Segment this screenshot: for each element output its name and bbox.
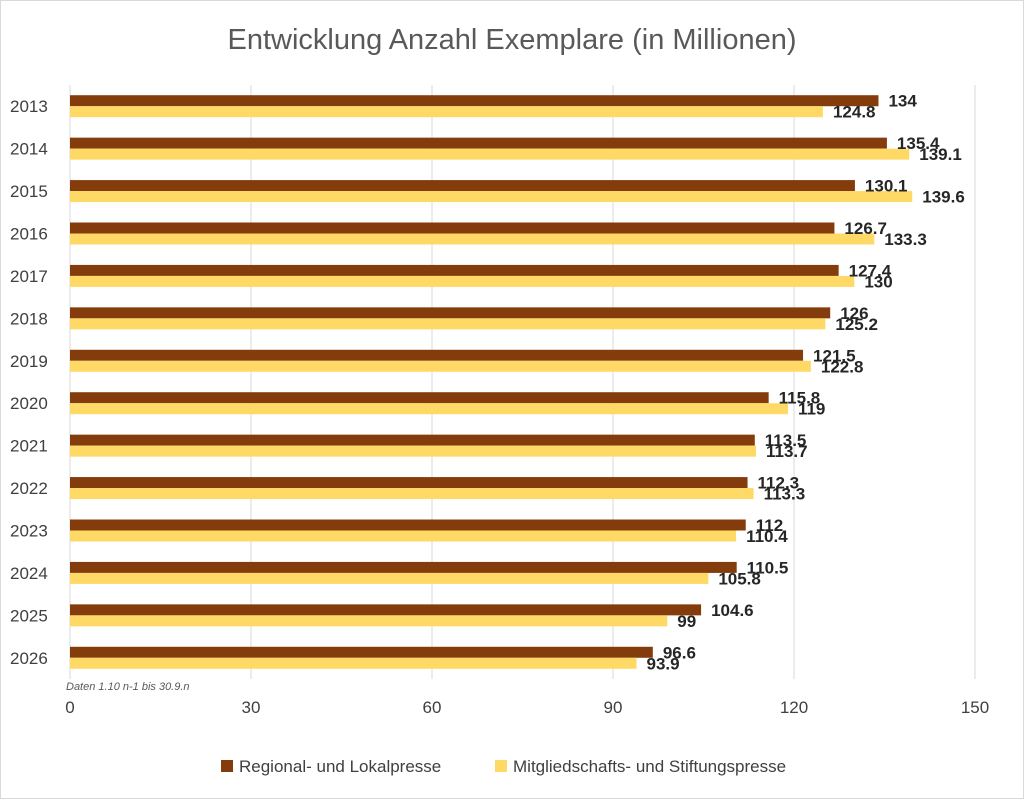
- y-tick-label-2017: 2017: [10, 267, 48, 286]
- data-label-regional-2026: 96.6: [663, 643, 696, 662]
- y-tick-label-2022: 2022: [10, 479, 48, 498]
- gridlines: [69, 85, 976, 679]
- legend-label-mitglieder: Mitgliedschafts- und Stiftungspresse: [513, 757, 786, 776]
- data-label-mitglieder-2024: 105.8: [718, 569, 761, 588]
- data-label-regional-2024: 110.5: [747, 558, 789, 577]
- bar-mitglieder-2026: [70, 657, 637, 669]
- data-label-mitglieder-2025: 99: [677, 612, 696, 631]
- legend-label-regional: Regional- und Lokalpresse: [239, 757, 441, 776]
- y-tick-label-2025: 2025: [10, 606, 48, 625]
- bar-regional-2021: [70, 434, 755, 446]
- category-axis: 2013 2014 2015 2016 2017 2018 2019 2020 2021 2022…: [10, 97, 48, 668]
- data-label-mitglieder-2016: 133.3: [884, 230, 927, 249]
- x-tick-label-120: 120: [780, 698, 808, 717]
- y-tick-label-2021: 2021: [10, 437, 48, 456]
- bar-regional-2016: [70, 222, 835, 234]
- data-label-mitglieder-2018: 125.2: [835, 315, 878, 334]
- bar-mitglieder-2021: [70, 445, 756, 457]
- y-tick-label-2018: 2018: [10, 309, 48, 328]
- data-label-mitglieder-2020: 119: [798, 400, 825, 419]
- bar-mitglieder-2018: [70, 318, 826, 330]
- data-labels: 134 135.4 130.1 126.7 127.4 126 121.5 115.8 113.…: [647, 92, 965, 674]
- bar-mitglieder-2023: [70, 530, 737, 542]
- legend: Regional- und Lokalpresse Mitgliedschaft…: [221, 757, 786, 776]
- bar-mitglieder-2019: [70, 360, 811, 372]
- data-label-mitglieder-2023: 110.4: [746, 527, 788, 546]
- bar-regional-2013: [70, 95, 879, 107]
- legend-swatch-regional: [221, 760, 233, 772]
- bar-mitglieder-2020: [70, 403, 788, 415]
- data-label-regional-2020: 115.8: [779, 389, 821, 408]
- data-label-mitglieder-2021: 113.7: [766, 442, 808, 461]
- x-tick-label-150: 150: [961, 698, 989, 717]
- data-label-regional-2021: 113.5: [765, 431, 807, 450]
- data-label-mitglieder-2017: 130: [864, 272, 892, 291]
- bar-regional-2023: [70, 519, 746, 531]
- bar-mitglieder-2015: [70, 191, 913, 203]
- bar-regional-2020: [70, 392, 769, 404]
- y-tick-label-2024: 2024: [10, 564, 48, 583]
- bar-regional-2026: [70, 646, 653, 658]
- bar-mitglieder-2022: [70, 488, 754, 500]
- data-label-regional-2017: 127.4: [849, 261, 892, 280]
- data-label-regional-2022: 112.3: [758, 474, 800, 493]
- bar-regional-2017: [70, 264, 839, 276]
- data-label-regional-2019: 121.5: [813, 346, 856, 365]
- bar-mitglieder-2024: [70, 572, 709, 584]
- y-tick-label-2014: 2014: [10, 140, 48, 159]
- data-label-regional-2025: 104.6: [711, 601, 754, 620]
- bar-mitglieder-2016: [70, 233, 875, 245]
- data-label-mitglieder-2022: 113.3: [764, 485, 806, 504]
- y-tick-label-2019: 2019: [10, 352, 48, 371]
- value-axis: 0 30 60 90 120 150: [65, 698, 989, 717]
- x-tick-label-90: 90: [604, 698, 623, 717]
- data-note: Daten 1.10 n-1 bis 30.9.n: [66, 681, 190, 693]
- y-tick-label-2015: 2015: [10, 182, 48, 201]
- data-label-regional-2016: 126.7: [844, 219, 887, 238]
- y-tick-label-2026: 2026: [10, 649, 48, 668]
- y-tick-label-2020: 2020: [10, 394, 48, 413]
- bar-regional-2022: [70, 477, 748, 489]
- data-label-mitglieder-2015: 139.6: [922, 188, 965, 207]
- data-label-regional-2014: 135.4: [897, 134, 940, 153]
- x-tick-label-30: 30: [242, 698, 261, 717]
- bar-mitglieder-2017: [70, 275, 855, 287]
- data-label-mitglieder-2026: 93.9: [647, 654, 680, 673]
- data-label-mitglieder-2014: 139.1: [919, 145, 962, 164]
- data-label-regional-2018: 126: [840, 304, 868, 323]
- y-tick-label-2016: 2016: [10, 225, 48, 244]
- bar-mitglieder-2013: [70, 106, 823, 118]
- data-label-regional-2015: 130.1: [865, 177, 908, 196]
- bar-regional-2018: [70, 307, 831, 319]
- y-tick-label-2013: 2013: [10, 97, 48, 116]
- data-label-regional-2023: 112: [756, 516, 783, 535]
- bar-mitglieder-2025: [70, 615, 668, 627]
- bar-mitglieder-2014: [70, 148, 910, 160]
- bar-regional-2019: [70, 349, 804, 361]
- bar-regional-2025: [70, 604, 702, 616]
- bar-regional-2024: [70, 561, 737, 573]
- chart-title: Entwicklung Anzahl Exemplare (in Million…: [228, 24, 797, 56]
- x-tick-label-0: 0: [65, 698, 74, 717]
- data-label-mitglieder-2013: 124.8: [833, 103, 876, 122]
- y-tick-label-2023: 2023: [10, 522, 48, 541]
- bar-regional-2014: [70, 137, 887, 149]
- data-label-mitglieder-2019: 122.8: [821, 357, 864, 376]
- bars: [70, 95, 913, 669]
- bar-regional-2015: [70, 180, 855, 192]
- x-tick-label-60: 60: [423, 698, 442, 717]
- data-label-regional-2013: 134: [888, 92, 917, 111]
- legend-swatch-mitglieder: [495, 760, 507, 772]
